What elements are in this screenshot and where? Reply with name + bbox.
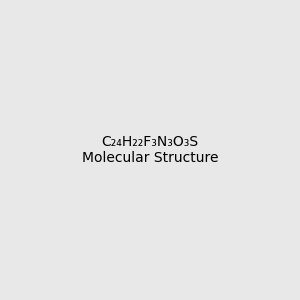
Text: C₂₄H₂₂F₃N₃O₃S
Molecular Structure: C₂₄H₂₂F₃N₃O₃S Molecular Structure bbox=[82, 135, 218, 165]
